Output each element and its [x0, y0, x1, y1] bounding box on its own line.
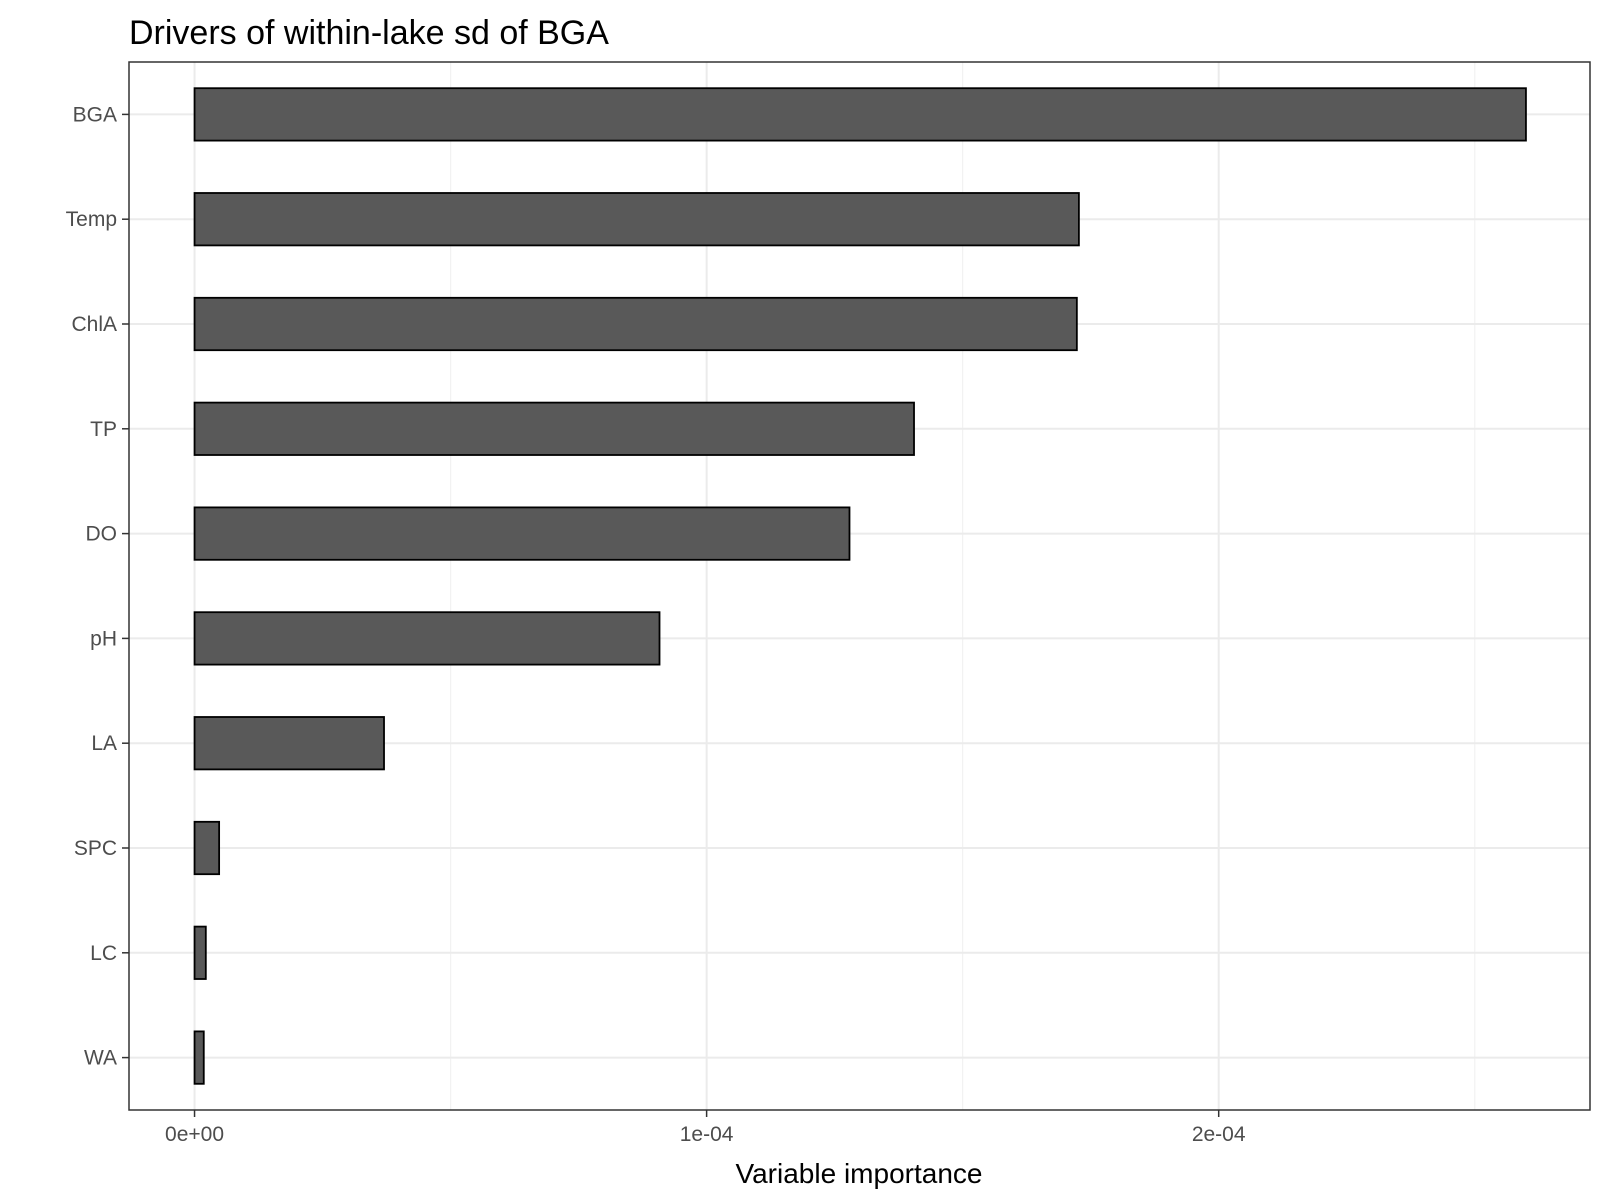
bar-do [193, 506, 851, 561]
bar-la [193, 716, 385, 771]
y-tick-label: LC [90, 942, 117, 965]
chart-title: Drivers of within-lake sd of BGA [129, 14, 609, 52]
bar-wa [193, 1030, 205, 1085]
y-tick-label: LA [91, 732, 117, 755]
y-tick-label: WA [84, 1047, 117, 1070]
bar-lc [193, 925, 207, 980]
plot-panel-border [128, 61, 1591, 1111]
x-axis-label: Variable importance [736, 1158, 983, 1189]
bar-tp [193, 401, 915, 456]
bars [193, 87, 1527, 1085]
y-tick-label: DO [86, 523, 118, 546]
y-tick-label: BGA [73, 103, 117, 126]
bar-ph [193, 611, 661, 666]
y-tick-label: ChlA [71, 313, 117, 336]
x-tick-label: 2e-04 [1192, 1123, 1246, 1146]
y-tick-label: SPC [74, 837, 117, 860]
y-tick-label: pH [90, 627, 117, 650]
bar-spc [193, 820, 221, 876]
y-tick-label: TP [90, 418, 117, 441]
y-tick-label: Temp [66, 208, 117, 231]
bar-temp [193, 192, 1080, 247]
x-tick-label: 0e+00 [165, 1123, 224, 1146]
bar-bga [193, 87, 1527, 142]
x-tick-label: 1e-04 [680, 1123, 734, 1146]
bar-chla [193, 296, 1078, 352]
x-axis: 0e+00 1e-04 2e-04 [165, 1110, 1246, 1146]
y-axis: BGA Temp ChlA TP DO pH LA SPC LC WA [66, 103, 129, 1070]
